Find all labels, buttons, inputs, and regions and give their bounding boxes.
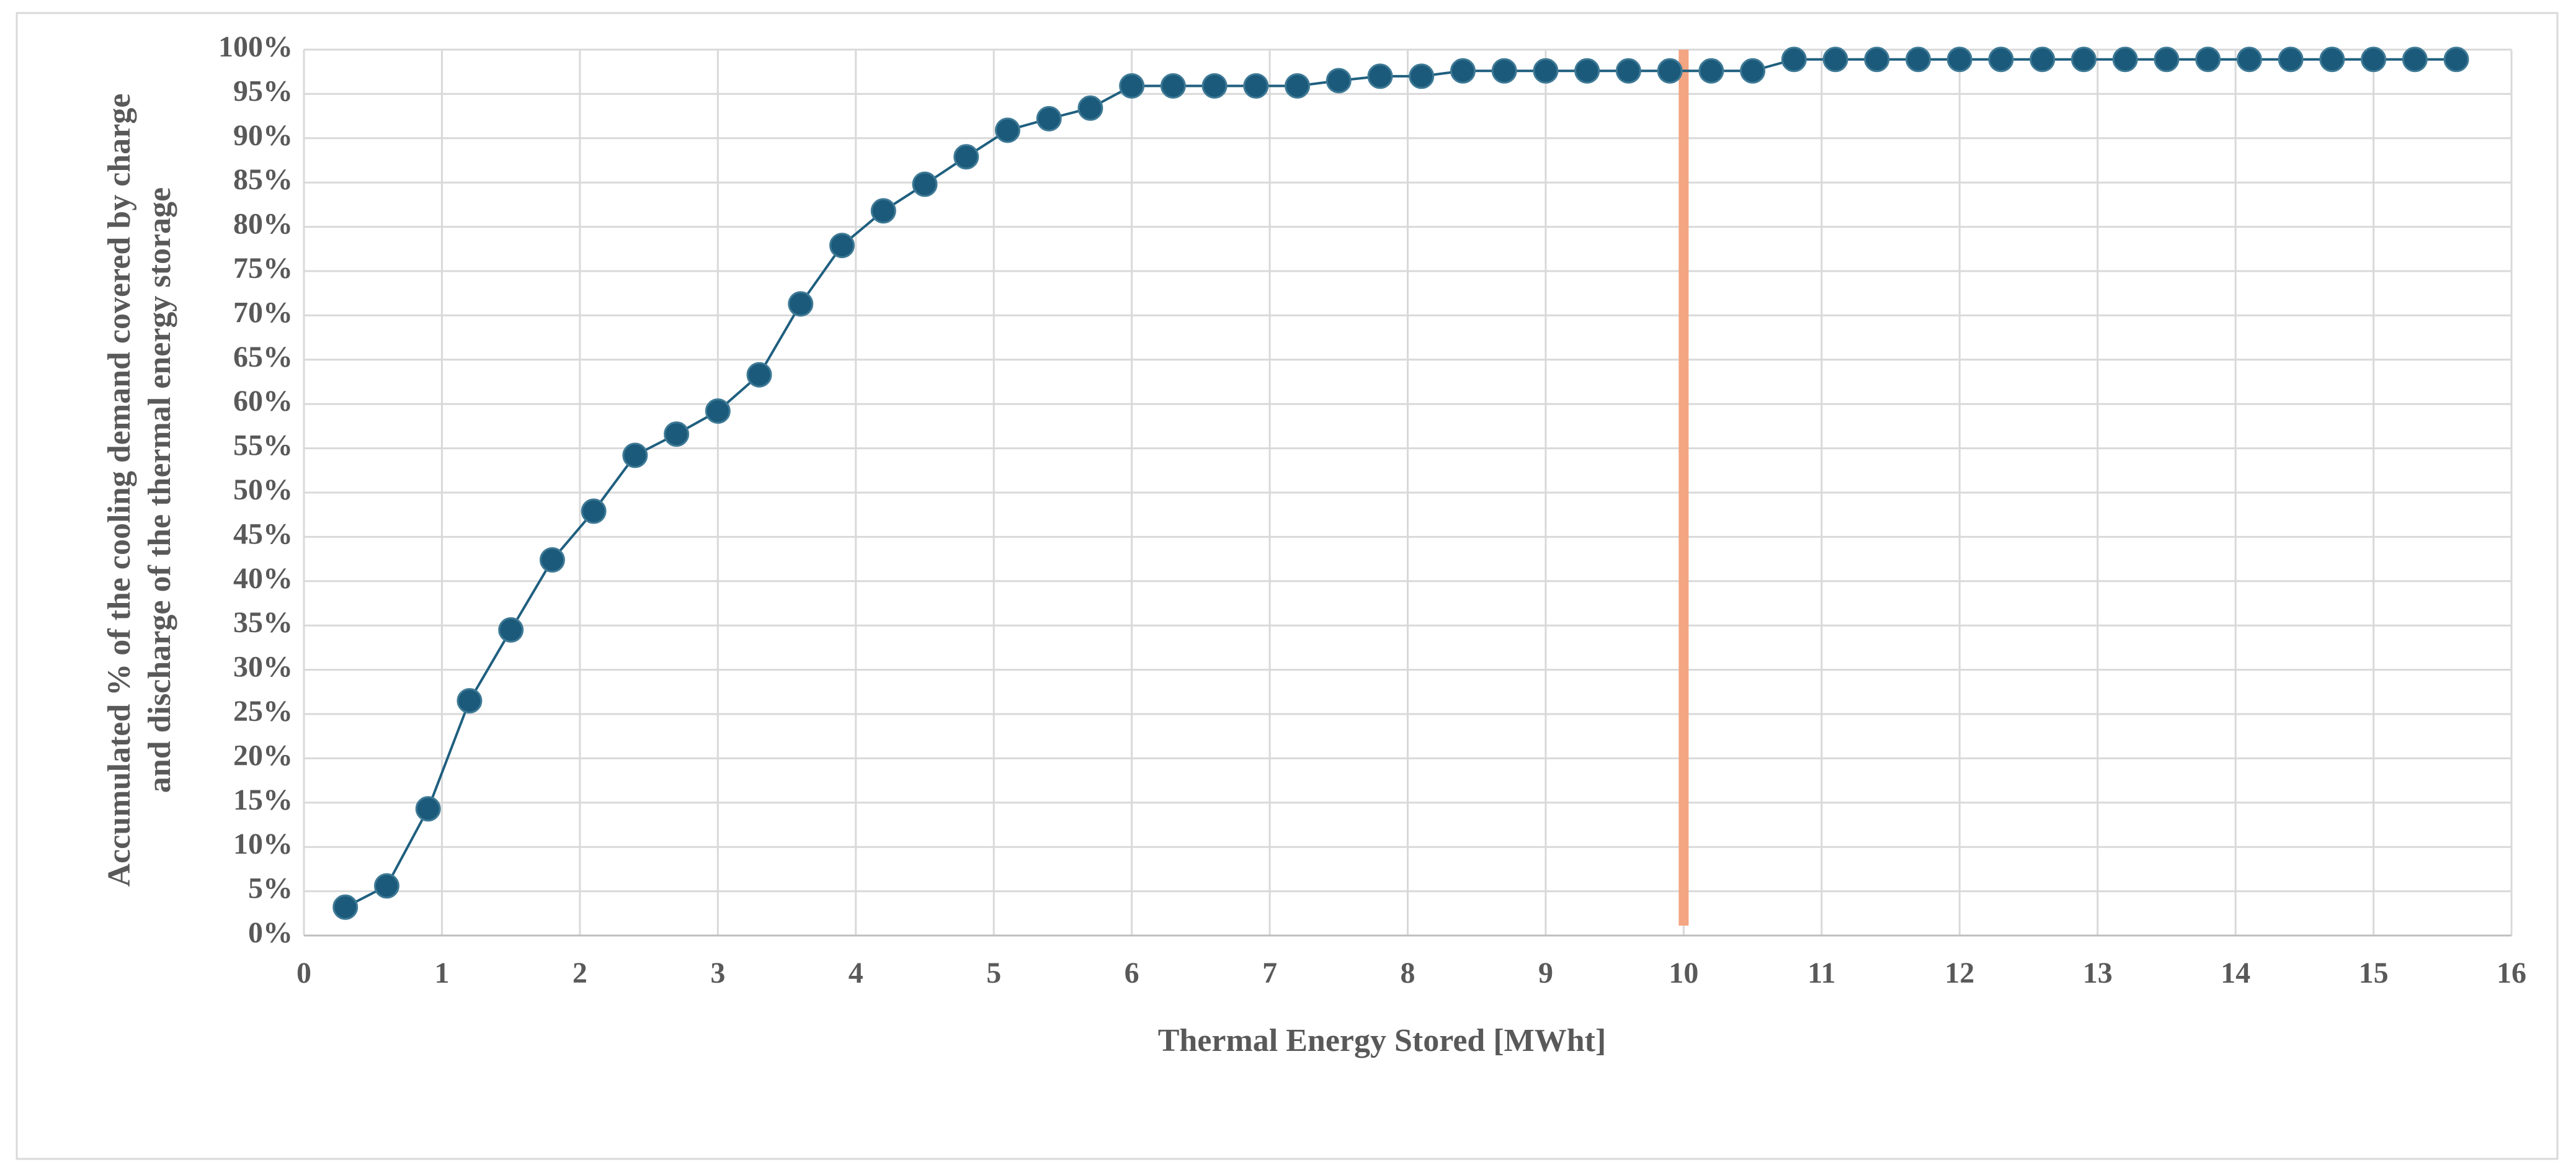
x-tick-label: 2 xyxy=(573,957,587,990)
data-point xyxy=(1160,73,1186,99)
data-point xyxy=(2361,47,2387,73)
data-point xyxy=(705,398,731,424)
y-tick-label: 40% xyxy=(233,562,293,595)
data-point xyxy=(746,362,772,388)
y-tick-label: 10% xyxy=(233,828,293,860)
data-point xyxy=(1077,95,1103,121)
y-tick-label: 30% xyxy=(233,651,293,684)
x-tick-label: 16 xyxy=(2497,957,2526,990)
data-line xyxy=(344,58,2457,909)
data-point xyxy=(1285,73,1311,99)
y-tick-label: 90% xyxy=(233,119,293,152)
data-point xyxy=(332,894,359,920)
data-point xyxy=(1243,73,1269,99)
data-point xyxy=(498,617,524,643)
y-tick-label: 95% xyxy=(233,74,293,107)
data-point xyxy=(1905,47,1932,73)
x-tick-label: 5 xyxy=(986,957,1001,990)
y-tick-label: 100% xyxy=(218,30,293,63)
y-tick-label: 45% xyxy=(233,517,293,550)
data-point xyxy=(1988,47,2014,73)
y-tick-label: 60% xyxy=(233,385,293,418)
data-point xyxy=(2443,47,2469,73)
data-point xyxy=(788,291,814,317)
y-tick-label: 25% xyxy=(233,695,293,728)
data-point xyxy=(1615,58,1641,84)
x-tick-label: 6 xyxy=(1125,957,1139,990)
y-tick-label: 75% xyxy=(233,252,293,285)
data-point xyxy=(539,547,565,573)
x-tick-label: 11 xyxy=(1807,957,1835,990)
data-point xyxy=(1864,47,1890,73)
data-point xyxy=(2278,47,2304,73)
data-point xyxy=(1946,47,1972,73)
x-tick-label: 0 xyxy=(296,957,311,990)
x-axis-title: Thermal Energy Stored [MWht] xyxy=(1158,1023,1607,1058)
x-tick-label: 15 xyxy=(2359,957,2389,990)
data-point xyxy=(2154,47,2180,73)
data-point xyxy=(1574,58,1600,84)
x-tick-label: 4 xyxy=(849,957,863,990)
data-point xyxy=(953,144,979,170)
y-tick-label: 15% xyxy=(233,784,293,816)
data-point xyxy=(1367,63,1393,89)
data-point xyxy=(1326,68,1352,94)
data-point xyxy=(870,198,896,224)
x-tick-label: 7 xyxy=(1262,957,1277,990)
y-tick-label: 80% xyxy=(233,208,293,241)
x-tick-label: 10 xyxy=(1669,957,1698,990)
data-point xyxy=(2319,47,2345,73)
data-point xyxy=(1036,105,1062,132)
data-point xyxy=(457,688,483,714)
data-point xyxy=(1740,58,1766,84)
data-point xyxy=(581,498,607,524)
data-point xyxy=(1822,47,1848,73)
y-tick-label: 0% xyxy=(248,916,293,949)
x-tick-label: 13 xyxy=(2083,957,2113,990)
data-point xyxy=(2030,47,2056,73)
data-point xyxy=(912,171,938,197)
y-tick-label: 5% xyxy=(248,872,293,905)
data-point xyxy=(622,442,648,468)
y-tick-label: 35% xyxy=(233,606,293,639)
x-tick-label: 14 xyxy=(2221,957,2250,990)
x-tick-label: 9 xyxy=(1538,957,1553,990)
data-point xyxy=(415,796,441,822)
data-point xyxy=(1450,58,1476,84)
data-point xyxy=(1781,47,1807,73)
y-tick-label: 65% xyxy=(233,341,293,373)
data-point xyxy=(2112,47,2138,73)
data-point xyxy=(1409,63,1435,89)
x-tick-label: 12 xyxy=(1945,957,1974,990)
data-point xyxy=(1657,58,1683,84)
y-tick-label: 55% xyxy=(233,429,293,462)
data-point xyxy=(1698,58,1724,84)
data-point xyxy=(1119,73,1145,99)
y-tick-label: 20% xyxy=(233,739,293,772)
y-axis-title: Accumulated % of the cooling demand cove… xyxy=(102,94,137,887)
y-tick-label: 50% xyxy=(233,473,293,506)
data-point xyxy=(2402,47,2428,73)
data-point xyxy=(829,233,855,259)
data-point xyxy=(2195,47,2221,73)
data-point xyxy=(373,873,399,899)
y-axis-title: and discharge of the thermal energy stor… xyxy=(142,187,177,793)
y-tick-label: 85% xyxy=(233,163,293,196)
data-point xyxy=(2070,47,2097,73)
data-point xyxy=(2236,47,2262,73)
data-point xyxy=(994,117,1020,143)
x-tick-label: 3 xyxy=(710,957,725,990)
data-point xyxy=(664,421,690,447)
x-tick-label: 8 xyxy=(1401,957,1415,990)
x-tick-label: 1 xyxy=(434,957,449,990)
data-point xyxy=(1201,73,1228,99)
chart-border xyxy=(16,12,2559,1160)
y-tick-label: 70% xyxy=(233,296,293,329)
data-point xyxy=(1491,58,1517,84)
data-point xyxy=(1533,58,1559,84)
